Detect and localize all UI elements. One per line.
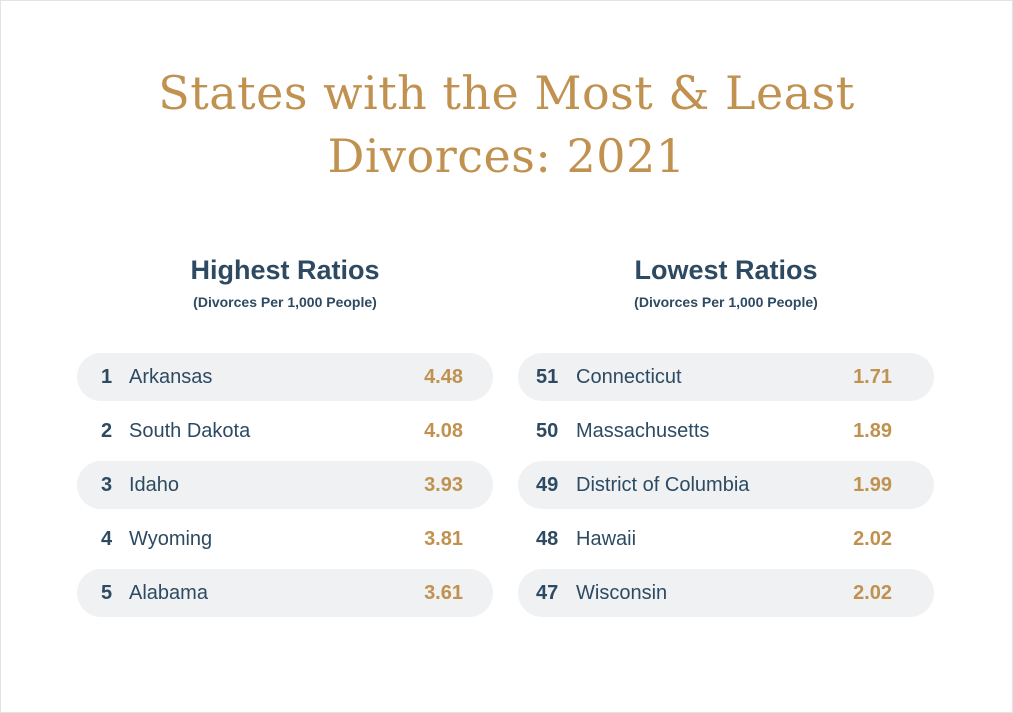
state-name: South Dakota <box>129 420 251 442</box>
state-name: Massachusetts <box>576 420 710 442</box>
list-item: 4 Wyoming 3.81 <box>77 515 493 563</box>
title-line-1: States with the Most & Least <box>158 66 855 120</box>
ratio-value: 3.61 <box>424 582 463 604</box>
list-item: 51 Connecticut 1.71 <box>518 353 934 401</box>
state-name: District of Columbia <box>576 474 750 496</box>
state-name: Hawaii <box>576 528 637 550</box>
highest-ratios-subheading: (Divorces Per 1,000 People) <box>193 294 377 310</box>
ratio-value: 1.71 <box>853 366 892 388</box>
list-item: 47 Wisconsin 2.02 <box>518 569 934 617</box>
ratio-value: 1.99 <box>853 474 892 496</box>
rank-number: 50 <box>536 420 559 442</box>
state-name: Idaho <box>129 474 180 496</box>
state-name: Arkansas <box>129 366 213 388</box>
state-name: Connecticut <box>576 366 682 388</box>
ratio-value: 3.81 <box>424 528 463 550</box>
rank-number: 3 <box>101 474 113 496</box>
title-line-2: Divorces: 2021 <box>327 129 686 183</box>
list-item: 3 Idaho 3.93 <box>77 461 493 509</box>
ratio-value: 4.08 <box>424 420 463 442</box>
ratio-value: 4.48 <box>424 366 463 388</box>
ratio-value: 2.02 <box>853 528 892 550</box>
rank-number: 48 <box>536 528 559 550</box>
page-title: States with the Most & Least Divorces: 2… <box>0 62 1013 188</box>
state-name: Alabama <box>129 582 208 604</box>
rank-number: 5 <box>101 582 113 604</box>
lowest-ratios-subheading: (Divorces Per 1,000 People) <box>634 294 818 310</box>
list-item: 1 Arkansas 4.48 <box>77 353 493 401</box>
rank-number: 49 <box>536 474 559 496</box>
list-item: 50 Massachusetts 1.89 <box>518 407 934 455</box>
list-item: 49 District of Columbia 1.99 <box>518 461 934 509</box>
rank-number: 47 <box>536 582 559 604</box>
ratio-value: 1.89 <box>853 420 892 442</box>
highest-ratios-list: 1 Arkansas 4.48 2 South Dakota 4.08 3 Id… <box>77 353 493 623</box>
ratio-value: 2.02 <box>853 582 892 604</box>
rank-number: 51 <box>536 366 559 388</box>
list-item: 48 Hawaii 2.02 <box>518 515 934 563</box>
rank-number: 2 <box>101 420 113 442</box>
lowest-ratios-panel: Lowest Ratios (Divorces Per 1,000 People… <box>518 252 934 617</box>
ratio-value: 3.93 <box>424 474 463 496</box>
list-item: 5 Alabama 3.61 <box>77 569 493 617</box>
state-name: Wisconsin <box>576 582 668 604</box>
highest-ratios-panel: Highest Ratios (Divorces Per 1,000 Peopl… <box>77 252 493 617</box>
rank-number: 4 <box>101 528 113 550</box>
state-name: Wyoming <box>129 528 213 550</box>
list-item: 2 South Dakota 4.08 <box>77 407 493 455</box>
lowest-ratios-list: 51 Connecticut 1.71 50 Massachusetts 1.8… <box>518 353 934 623</box>
lowest-ratios-heading: Lowest Ratios <box>634 255 818 285</box>
rank-number: 1 <box>101 366 113 388</box>
highest-ratios-heading: Highest Ratios <box>190 255 380 285</box>
